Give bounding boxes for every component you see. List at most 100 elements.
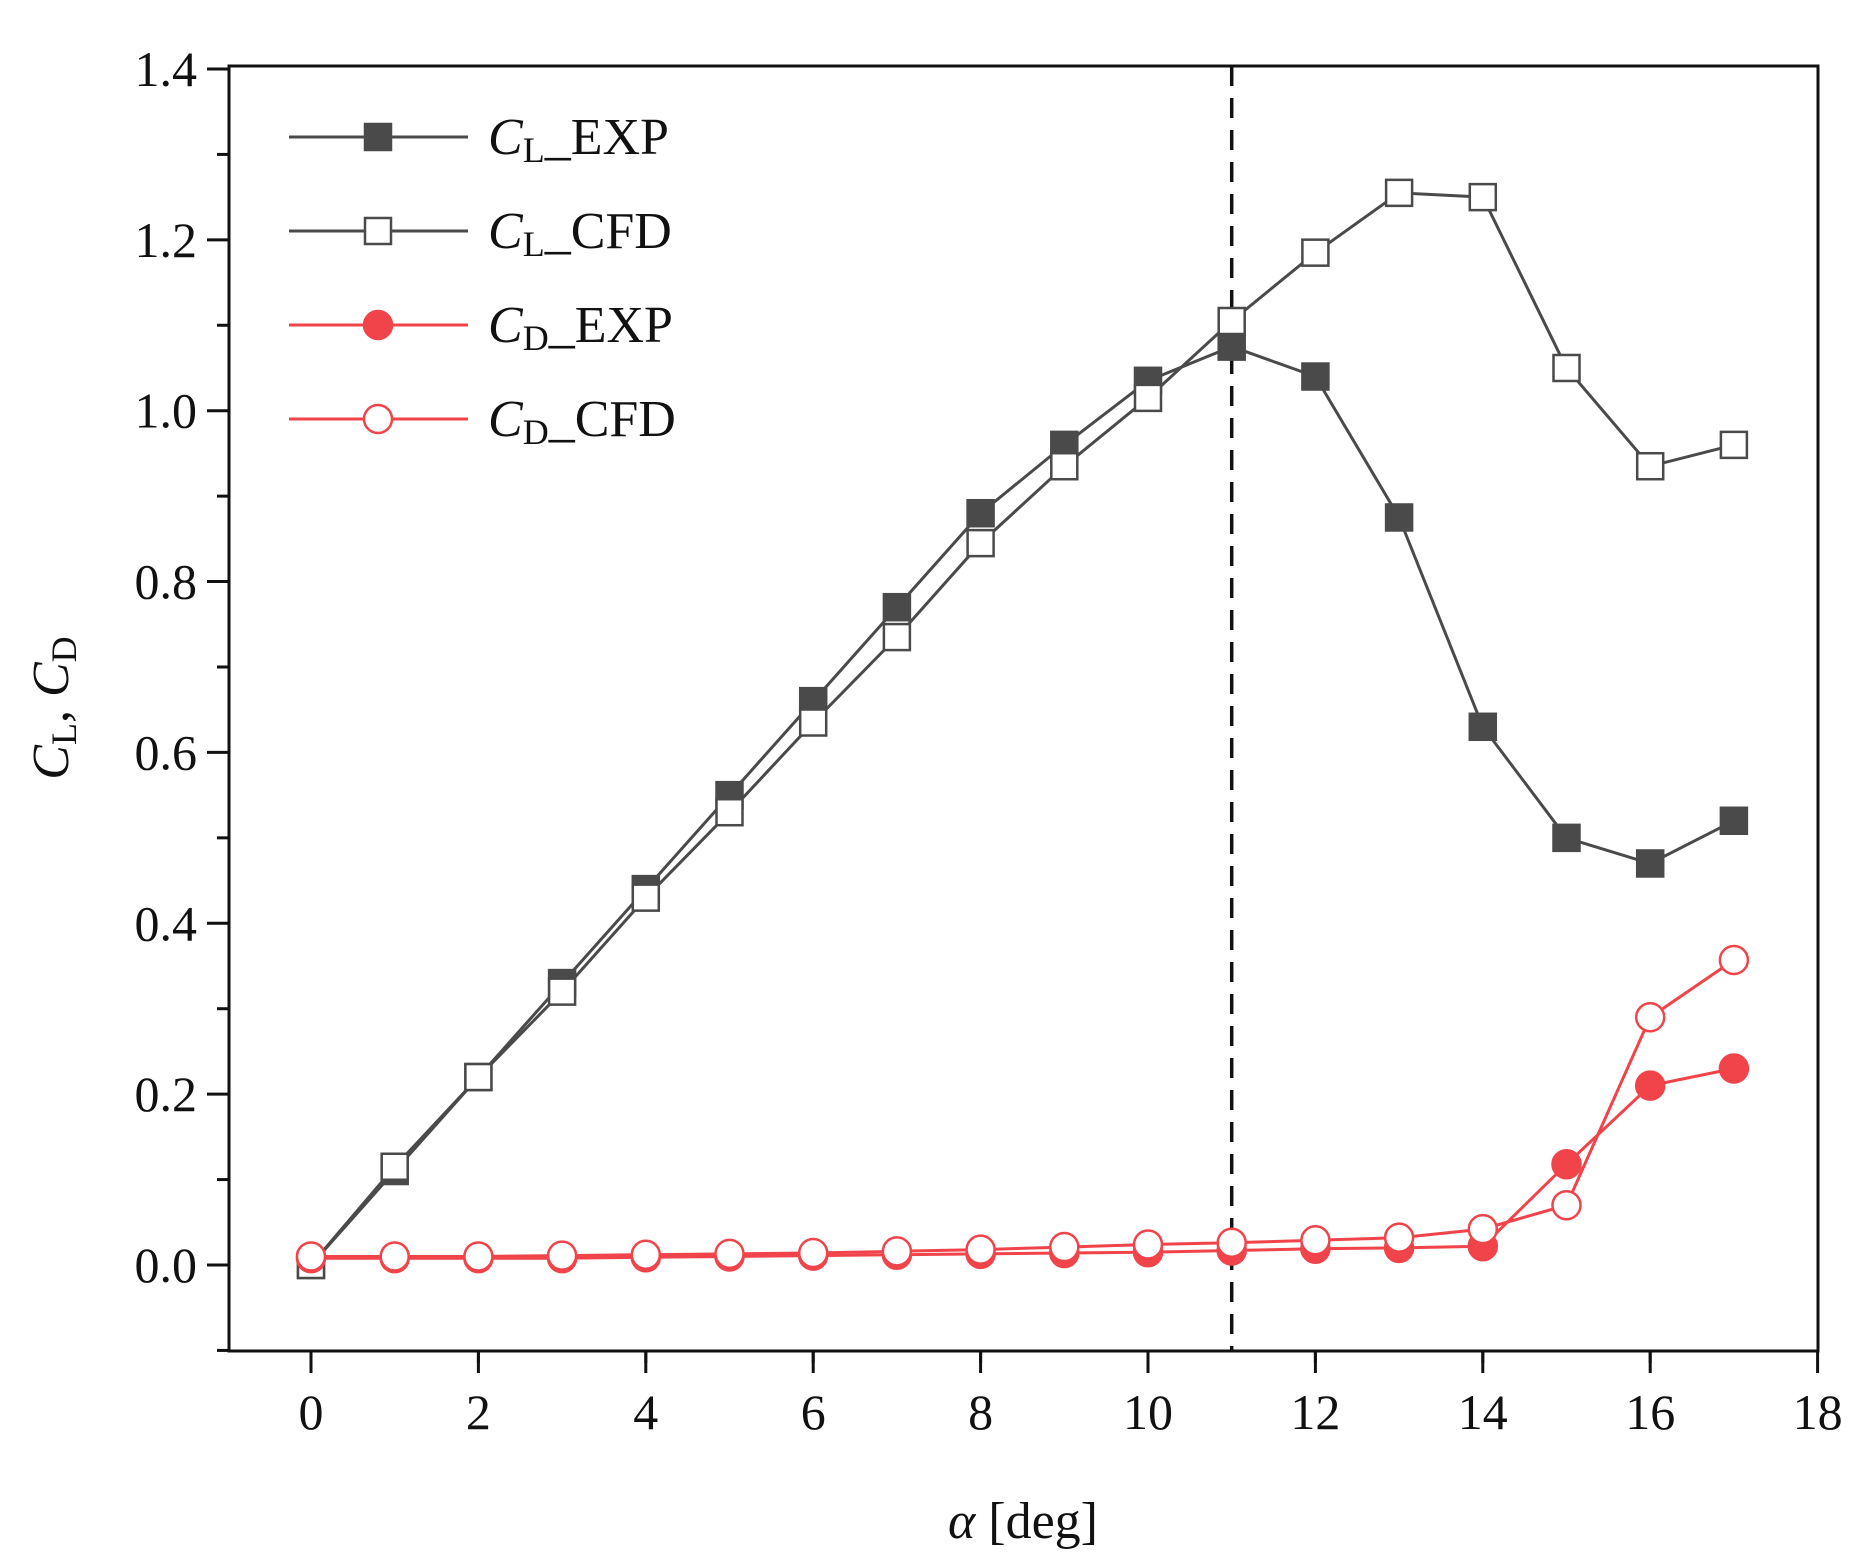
- legend-marker-C_D_CFD: [362, 403, 394, 435]
- x-tick-label: 12: [1290, 1384, 1340, 1440]
- data-point-C_D_EXP: [1718, 1053, 1750, 1084]
- data-point-C_L_CFD: [715, 797, 744, 827]
- data-point-C_L_CFD: [547, 977, 577, 1006]
- data-point-C_L_EXP: [882, 592, 912, 622]
- y-axis-label-part: ,: [23, 697, 80, 723]
- data-point-C_L_EXP: [1635, 849, 1665, 878]
- legend-marker-C_D_EXP: [362, 309, 394, 341]
- data-point-C_D_CFD: [797, 1237, 829, 1269]
- series-line-C_D_EXP: [311, 1067, 1735, 1260]
- legend-label-C_L_CFD: CL_CFD: [488, 203, 672, 264]
- legend-label-suffix: _EXP: [548, 297, 673, 354]
- data-point-C_D_CFD: [1049, 1231, 1080, 1263]
- data-point-C_L_EXP: [1384, 503, 1414, 532]
- legend-marker-C_L_EXP: [363, 122, 393, 152]
- legend-label-sub: L: [523, 130, 545, 170]
- x-tick-label: 2: [466, 1384, 491, 1440]
- data-point-C_L_EXP: [966, 498, 995, 528]
- legend-label-suffix: _EXP: [544, 109, 669, 166]
- data-point-C_D_CFD: [1551, 1189, 1582, 1221]
- data-point-C_D_CFD: [714, 1238, 745, 1270]
- data-point-C_L_CFD: [1719, 430, 1749, 460]
- x-tick-label: 0: [299, 1384, 324, 1440]
- y-axis-label-part: L: [44, 723, 84, 745]
- y-tick-label: 1.2: [135, 212, 198, 268]
- data-point-C_L_CFD: [1384, 178, 1414, 208]
- data-point-C_D_CFD: [295, 1241, 327, 1272]
- x-tick-label: 8: [968, 1384, 993, 1440]
- y-tick-label: 0.4: [135, 895, 198, 951]
- legend-label-sub: D: [523, 318, 549, 358]
- legend-label-suffix: _CFD: [544, 203, 672, 260]
- y-axis-label-part: C: [23, 661, 80, 697]
- legend-label-base: C: [488, 391, 524, 448]
- data-point-C_L_CFD: [1635, 451, 1665, 481]
- data-point-C_L_CFD: [966, 528, 995, 558]
- data-point-C_D_CFD: [463, 1241, 494, 1272]
- data-point-C_D_CFD: [1467, 1213, 1499, 1245]
- y-tick-label: 0.8: [135, 554, 198, 610]
- legend-label-base: C: [488, 203, 524, 260]
- x-tick-label: 18: [1793, 1384, 1843, 1440]
- x-axis-label-unit: [deg]: [975, 1493, 1098, 1550]
- data-point-C_L_EXP: [1719, 806, 1749, 836]
- x-axis-label-symbol: α: [948, 1493, 977, 1550]
- data-point-C_D_CFD: [1132, 1229, 1164, 1260]
- y-tick-label: 1.0: [135, 383, 198, 439]
- data-point-C_L_CFD: [1301, 238, 1330, 267]
- data-point-C_L_CFD: [380, 1152, 409, 1182]
- data-point-C_L_CFD: [798, 708, 828, 737]
- data-point-C_L_CFD: [631, 883, 661, 912]
- series-line-C_D_CFD: [311, 958, 1735, 1258]
- data-point-C_D_EXP: [1551, 1148, 1582, 1180]
- series-line-C_L_EXP: [309, 344, 1735, 1266]
- data-point-C_L_CFD: [464, 1062, 493, 1092]
- legend-label-sub: L: [523, 224, 545, 264]
- data-point-C_L_EXP: [1468, 712, 1498, 742]
- legend-label-base: C: [488, 109, 524, 166]
- x-tick-label: 14: [1458, 1384, 1508, 1440]
- x-tick-label: 6: [801, 1384, 826, 1440]
- data-point-C_D_CFD: [1300, 1224, 1331, 1256]
- data-point-C_D_CFD: [965, 1234, 996, 1265]
- series-layer: [295, 178, 1750, 1280]
- legend-marker-C_L_CFD: [363, 216, 393, 246]
- data-point-C_L_CFD: [1552, 353, 1581, 383]
- data-point-C_L_CFD: [1217, 306, 1246, 336]
- data-point-C_D_CFD: [1216, 1227, 1247, 1259]
- data-point-C_L_EXP: [1301, 362, 1330, 391]
- data-point-C_D_EXP: [1634, 1070, 1666, 1101]
- data-point-C_D_CFD: [1383, 1222, 1415, 1253]
- x-tick-label: 16: [1625, 1384, 1675, 1440]
- data-point-C_L_CFD: [1133, 383, 1163, 413]
- y-tick-label: 1.4: [135, 41, 198, 97]
- y-axis-label-part: C: [23, 744, 80, 780]
- x-tick-label: 4: [633, 1384, 658, 1440]
- x-axis: 0 2 4 6 8 10 12 14 16 18: [299, 1351, 1843, 1440]
- y-axis: 0.0 0.2 0.4 0.6 0.8 1.0 1.2 1.4: [135, 41, 229, 1352]
- y-tick-label: 0.0: [135, 1237, 198, 1293]
- legend-label-suffix: _CFD: [548, 391, 676, 448]
- data-point-C_L_CFD: [1050, 451, 1079, 481]
- plot-frame: [227, 64, 1820, 1353]
- y-axis-label: CL, CD: [23, 636, 84, 779]
- data-point-C_D_CFD: [546, 1240, 578, 1271]
- y-axis-label-part: D: [44, 636, 84, 662]
- data-point-C_D_CFD: [630, 1239, 662, 1270]
- x-tick-label: 10: [1123, 1384, 1173, 1440]
- data-point-C_L_CFD: [1468, 182, 1498, 212]
- data-point-C_D_CFD: [1634, 1002, 1666, 1033]
- y-tick-label: 0.6: [135, 724, 198, 780]
- legend-label-C_D_EXP: CD_EXP: [488, 297, 673, 358]
- y-tick-label: 0.2: [135, 1066, 198, 1122]
- x-axis-label: α [deg]: [948, 1493, 1098, 1550]
- legend-label-C_L_EXP: CL_EXP: [488, 109, 669, 170]
- legend-label-C_D_CFD: CD_CFD: [488, 391, 676, 452]
- legend-label-sub: D: [523, 412, 549, 452]
- data-point-C_L_CFD: [882, 622, 912, 652]
- data-point-C_L_EXP: [1552, 823, 1581, 853]
- data-point-C_L_EXP: [1217, 332, 1246, 361]
- data-point-C_D_CFD: [881, 1236, 913, 1267]
